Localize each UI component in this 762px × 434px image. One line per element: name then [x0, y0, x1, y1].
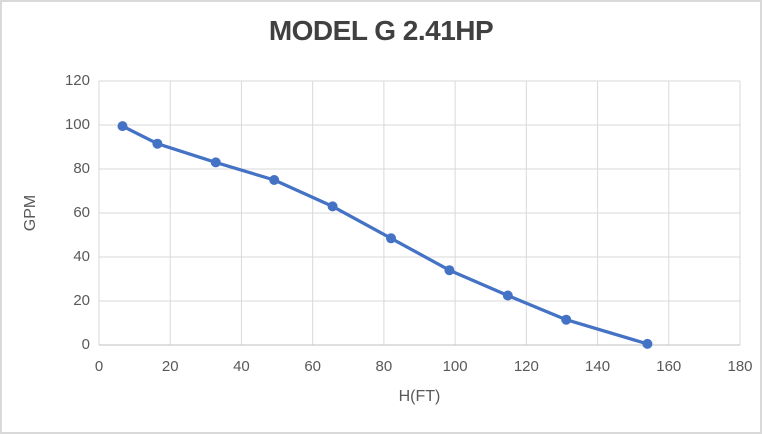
data-point-marker — [210, 157, 221, 168]
data-point-marker — [117, 121, 128, 132]
x-tick-label: 120 — [513, 358, 539, 375]
y-tick-label: 100 — [64, 116, 90, 133]
x-tick-label: 60 — [304, 358, 321, 375]
x-tick-label: 40 — [233, 358, 250, 375]
data-point-marker — [152, 138, 163, 149]
data-point-marker — [386, 233, 397, 244]
x-tick-label: 80 — [375, 358, 393, 375]
data-point-marker — [444, 265, 455, 276]
y-tick-label: 80 — [73, 160, 90, 177]
data-point-marker — [327, 201, 338, 212]
y-tick-label: 40 — [73, 248, 90, 265]
data-point-marker — [502, 290, 513, 301]
data-point-marker — [269, 175, 280, 185]
x-axis-title: H(FT) — [398, 388, 441, 405]
y-tick-label: 120 — [64, 72, 90, 89]
x-tick-label: 20 — [161, 358, 179, 375]
y-tick-label: 20 — [73, 292, 90, 309]
x-tick-label: 0 — [94, 358, 104, 375]
pump-curve-plot — [98, 80, 741, 349]
series-line — [120, 124, 650, 346]
data-point-marker — [642, 338, 653, 349]
y-tick-label: 60 — [73, 204, 90, 221]
x-tick-label: 180 — [727, 358, 753, 375]
data-point-marker — [561, 314, 572, 325]
chart-title: MODEL G 2.41HP — [268, 15, 494, 46]
y-tick-label: 0 — [81, 336, 90, 353]
plot-area — [98, 80, 741, 349]
x-tick-label: 140 — [585, 358, 611, 375]
x-tick-label: 160 — [656, 358, 682, 375]
x-tick-label: 100 — [442, 358, 468, 375]
